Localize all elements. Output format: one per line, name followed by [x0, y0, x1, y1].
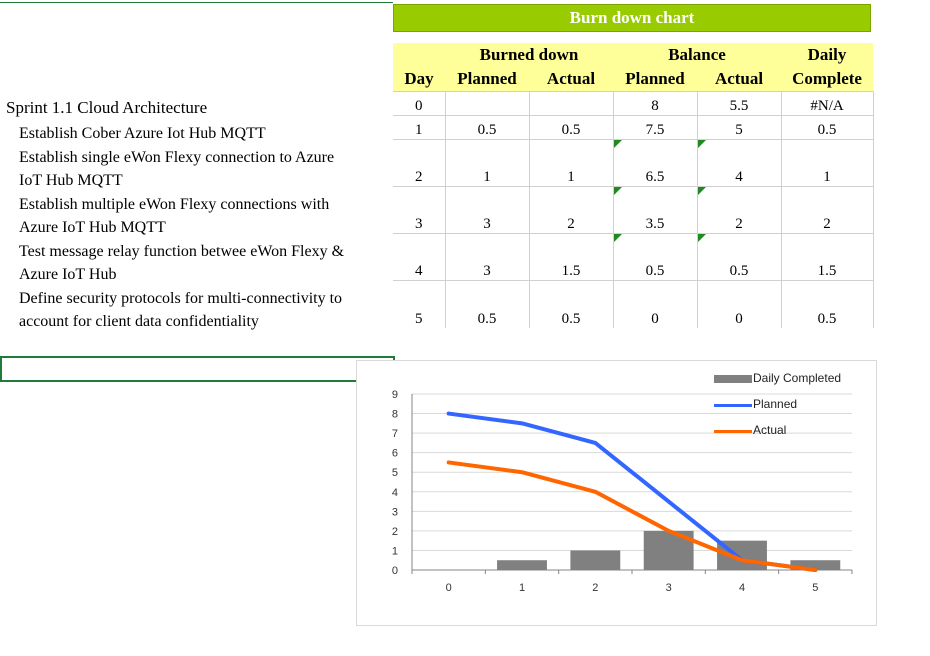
task-1: Establish Cober Azure Iot Hub MQTT [19, 125, 266, 142]
y-tick-label: 7 [392, 428, 398, 440]
cell-burned-actual[interactable]: 0.5 [528, 280, 614, 328]
cell-balance-planned[interactable]: 0 [612, 280, 698, 328]
x-tick-label: 2 [592, 582, 598, 594]
cell-day[interactable]: 4 [393, 233, 445, 281]
cell-day[interactable]: 1 [393, 115, 445, 140]
cell-day[interactable]: 3 [393, 186, 445, 234]
sprint-title: Sprint 1.1 Cloud Architecture [6, 98, 208, 117]
cell-burned-planned[interactable]: 0.5 [444, 280, 529, 328]
cell-day[interactable]: 2 [393, 139, 445, 187]
cell-balance-actual[interactable]: 5 [696, 115, 782, 140]
header-balance-planned: Planned [613, 67, 698, 92]
y-tick-label: 0 [392, 565, 398, 577]
cell-balance-actual[interactable]: 0 [696, 280, 782, 328]
task-5-line-1: Define security protocols for multi-conn… [19, 290, 343, 307]
y-tick-label: 8 [392, 409, 398, 421]
comment-indicator-icon [613, 234, 622, 242]
y-tick-label: 6 [392, 448, 398, 460]
bar-daily-completed [570, 550, 621, 570]
legend-label: Planned [753, 397, 798, 411]
y-tick-label: 9 [392, 389, 398, 401]
header-burned-planned: Planned [445, 67, 529, 92]
cell-burned-actual[interactable]: 1 [528, 139, 614, 187]
cell-burned-actual[interactable]: 2 [528, 186, 614, 234]
cell-burned-planned[interactable]: 0.5 [444, 115, 529, 140]
selected-cell[interactable] [0, 356, 395, 382]
cell-burned-actual[interactable]: 0.5 [528, 115, 614, 140]
cell-burned-actual[interactable] [528, 91, 614, 116]
legend-swatch [714, 430, 752, 433]
y-tick-label: 3 [392, 506, 398, 518]
burn-down-table: Burned down Balance Daily Day Planned Ac… [393, 43, 874, 328]
cell-day[interactable]: 5 [393, 280, 445, 328]
cell-balance-actual[interactable]: 4 [696, 139, 782, 187]
comment-indicator-icon [697, 187, 706, 195]
header-blank [393, 43, 445, 67]
task-2-line-2: IoT Hub MQTT [19, 172, 123, 189]
bar-daily-completed [790, 560, 841, 570]
x-tick-label: 4 [739, 582, 745, 594]
cell-balance-planned[interactable]: 7.5 [612, 115, 698, 140]
chart-title-banner: Burn down chart [393, 4, 871, 32]
header-burned-actual: Actual [529, 67, 614, 92]
legend-swatch [714, 375, 752, 383]
cell-daily-complete[interactable]: 0.5 [780, 115, 874, 140]
cell-daily-complete[interactable]: 2 [780, 186, 874, 234]
burn-down-chart[interactable]: 0 1 2 3 4 5 6 7 8 9 0 1 2 3 4 5 [356, 360, 877, 626]
cell-burned-planned[interactable]: 1 [444, 139, 529, 187]
comment-indicator-icon [697, 140, 706, 148]
task-4-line-1: Test message relay function betwee eWon … [19, 243, 345, 260]
x-tick-label: 3 [666, 582, 672, 594]
task-3-line-1: Establish multiple eWon Flexy connection… [19, 196, 330, 213]
cell-burned-planned[interactable] [444, 91, 529, 116]
header-burned-down: Burned down [445, 43, 614, 67]
comment-indicator-icon [697, 234, 706, 242]
legend-label: Actual [753, 423, 787, 437]
cell-burned-actual[interactable]: 1.5 [528, 233, 614, 281]
cell-burned-planned[interactable]: 3 [444, 186, 529, 234]
cell-daily-complete[interactable]: 1 [780, 139, 874, 187]
header-day: Day [393, 67, 445, 92]
cell-balance-planned[interactable]: 8 [612, 91, 698, 116]
cell-day[interactable]: 0 [393, 91, 445, 116]
cell-balance-planned[interactable]: 0.5 [612, 233, 698, 281]
header-daily: Daily [781, 43, 874, 67]
task-5-line-2: account for client data confidentiality [19, 313, 259, 330]
cell-balance-actual[interactable]: 2 [696, 186, 782, 234]
burn-table-container: Burned down Balance Daily Day Planned Ac… [393, 43, 874, 328]
selection-border-top [0, 2, 393, 3]
x-tick-label: 0 [446, 582, 452, 594]
y-tick-label: 1 [392, 545, 398, 557]
task-2-line-1: Establish single eWon Flexy connection t… [19, 149, 335, 166]
cell-daily-complete[interactable]: 0.5 [780, 280, 874, 328]
cell-balance-actual[interactable]: 0.5 [696, 233, 782, 281]
cell-burned-planned[interactable]: 3 [444, 233, 529, 281]
comment-indicator-icon [613, 140, 622, 148]
task-4-line-2: Azure IoT Hub [19, 266, 117, 283]
header-daily-complete: Complete [781, 67, 874, 92]
y-tick-label: 4 [392, 487, 398, 499]
bar-daily-completed [497, 560, 547, 570]
y-tick-label: 5 [392, 467, 398, 479]
header-balance: Balance [613, 43, 782, 67]
x-tick-label: 1 [519, 582, 525, 594]
legend-label: Daily Completed [753, 371, 842, 385]
cell-daily-complete[interactable]: #N/A [780, 91, 874, 116]
task-3-line-2: Azure IoT Hub MQTT [19, 219, 166, 236]
chart-plot: 0 1 2 3 4 5 6 7 8 9 0 1 2 3 4 5 [392, 389, 853, 594]
cell-balance-planned[interactable]: 6.5 [612, 139, 698, 187]
cell-daily-complete[interactable]: 1.5 [780, 233, 874, 281]
line-actual [446, 460, 818, 572]
header-balance-actual: Actual [697, 67, 782, 92]
legend-swatch [714, 404, 752, 407]
cell-balance-actual[interactable]: 5.5 [696, 91, 782, 116]
cell-balance-planned[interactable]: 3.5 [612, 186, 698, 234]
x-tick-label: 5 [812, 582, 818, 594]
y-tick-label: 2 [392, 526, 398, 538]
comment-indicator-icon [613, 187, 622, 195]
